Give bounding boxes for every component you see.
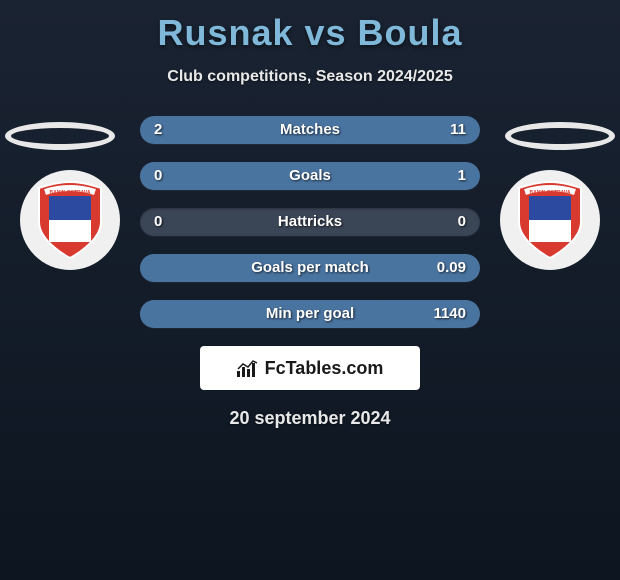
stat-label: Goals per match	[140, 254, 480, 282]
stat-label: Matches	[140, 116, 480, 144]
stat-row-goals: 0 Goals 1	[140, 162, 480, 190]
stat-value-right: 1140	[433, 300, 466, 328]
svg-text:BANIK OSTRAVA: BANIK OSTRAVA	[530, 190, 571, 196]
source-logo-box: FcTables.com	[200, 346, 420, 390]
stat-label: Hattricks	[140, 208, 480, 236]
chart-icon	[237, 359, 259, 377]
date-text: 20 september 2024	[0, 408, 620, 429]
club-badge-left: BANIK OSTRAVA	[20, 170, 120, 270]
stat-value-right: 0.09	[437, 254, 466, 282]
stat-value-right: 0	[458, 208, 466, 236]
club-badge-right: BANIK OSTRAVA	[500, 170, 600, 270]
page-title: Rusnak vs Boula	[0, 0, 620, 54]
stat-row-min-per-goal: Min per goal 1140	[140, 300, 480, 328]
stat-row-hattricks: 0 Hattricks 0	[140, 208, 480, 236]
stats-container: 2 Matches 11 0 Goals 1 0 Hattricks 0 Goa…	[140, 116, 480, 328]
stat-row-matches: 2 Matches 11	[140, 116, 480, 144]
stat-label: Goals	[140, 162, 480, 190]
stat-value-right: 1	[458, 162, 466, 190]
player-right-ellipse	[505, 122, 615, 150]
svg-text:BANIK OSTRAVA: BANIK OSTRAVA	[50, 190, 91, 196]
source-logo-text: FcTables.com	[265, 358, 384, 379]
stat-value-right: 11	[450, 116, 466, 144]
shield-icon: BANIK OSTRAVA	[35, 180, 105, 260]
page-subtitle: Club competitions, Season 2024/2025	[0, 68, 620, 86]
shield-icon: BANIK OSTRAVA	[515, 180, 585, 260]
stat-row-goals-per-match: Goals per match 0.09	[140, 254, 480, 282]
player-left-ellipse	[5, 122, 115, 150]
stat-label: Min per goal	[140, 300, 480, 328]
